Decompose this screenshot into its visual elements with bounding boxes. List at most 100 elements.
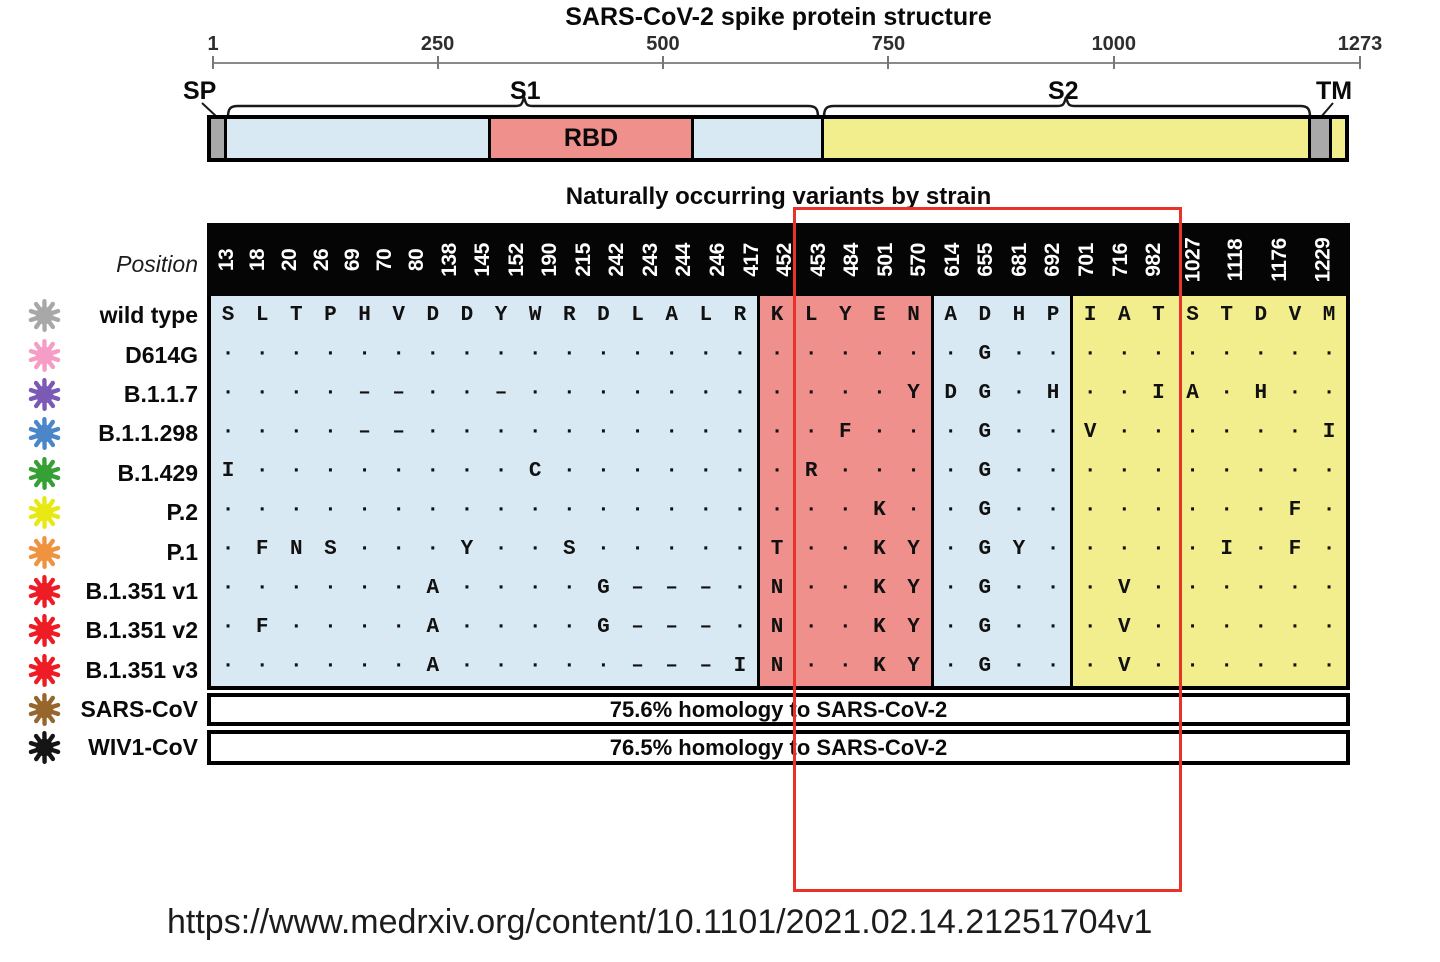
segment-tm (1311, 119, 1329, 158)
sequence-cell: F (828, 413, 863, 452)
sequence-cell: – (688, 608, 723, 647)
sequence-cell: · (828, 452, 863, 491)
sequence-cell: I (1312, 413, 1347, 452)
legend-row-b-1-351-v2: B.1.351 v2 (0, 611, 200, 650)
mutation-matrix: S L T P H V D D Y W R D L A L R K L Y E N A D H P I A T S T D V M · · · · · · ·… (207, 296, 1350, 690)
sequence-cell: · (245, 452, 280, 491)
sequence-cell: · (620, 374, 655, 413)
sequence-cell: · (1209, 569, 1244, 608)
position-header-cell: 20 (274, 223, 306, 296)
sequence-cell: · (586, 647, 621, 686)
sequence-cell: K (862, 491, 897, 530)
position-header-cell: 1118 (1215, 223, 1257, 296)
sequence-cell: · (518, 413, 553, 452)
sequence-cell: · (586, 491, 621, 530)
sequence-cell: K (862, 647, 897, 686)
sequence-cell: · (930, 608, 968, 647)
sequence-cell: · (1277, 374, 1312, 413)
sequence-cell: D (449, 296, 484, 335)
sequence-cell: · (828, 491, 863, 530)
sequence-cell: · (1243, 335, 1278, 374)
strain-label: SARS-CoV (80, 696, 198, 722)
ruler-tick (212, 56, 214, 69)
sequence-cell: · (930, 569, 968, 608)
spike-protein-bar: RBD (207, 115, 1349, 162)
sequence-cell: I (722, 647, 757, 686)
sequence-cell: · (1001, 413, 1036, 452)
sequence-cell: P (1036, 296, 1071, 335)
sequence-cell: · (211, 608, 246, 647)
wiv1-cov-homology-row: 76.5% homology to SARS-CoV-2 (207, 730, 1350, 765)
sequence-cell: G (967, 452, 1002, 491)
position-header-cell: 243 (634, 223, 668, 296)
sequence-cell: · (722, 452, 757, 491)
sequence-cell: · (245, 374, 280, 413)
sequence-cell: Y (896, 374, 931, 413)
sequence-cell: · (381, 452, 416, 491)
sequence-cell: L (245, 296, 280, 335)
sequence-cell: Y (1001, 530, 1036, 569)
sequence-cell: · (1036, 569, 1071, 608)
segment-s1-c-terminal (694, 119, 821, 158)
legend-row-b-1-1-7: B.1.1.7 (0, 375, 200, 414)
highlight-rectangle (793, 207, 1182, 892)
legend-row-sars-cov: SARS-CoV (0, 693, 200, 726)
sequence-cell: · (1277, 608, 1312, 647)
legend-row-d614g: D614G (0, 335, 200, 374)
sequence-cell: · (1243, 647, 1278, 686)
sequence-cell: · (1070, 374, 1108, 413)
sequence-cell: · (552, 647, 587, 686)
strain-icon-wrap (26, 376, 62, 412)
sequence-cell: · (484, 530, 519, 569)
ruler-tick-label: 1273 (1337, 33, 1383, 55)
strain-icon-wrap (26, 495, 62, 531)
sequence-cell: C (518, 452, 553, 491)
sequence-cell: D (967, 296, 1002, 335)
sequence-cell: · (828, 335, 863, 374)
sequence-cell: · (1243, 452, 1278, 491)
sequence-cell: · (828, 647, 863, 686)
sequence-cell: A (415, 647, 450, 686)
sequence-cell: – (347, 413, 382, 452)
virus-icon (28, 417, 60, 451)
sequence-cell: · (1070, 608, 1108, 647)
matrix-row-b-1-351-v2: · F · · · · A · · · · G – – – · N · · K Y · G · · · V · · · · · · (211, 608, 1347, 647)
position-number: 70 (373, 248, 397, 271)
position-header-cell: 69 (338, 223, 370, 296)
position-number: 1027 (1180, 237, 1204, 282)
sequence-cell: · (552, 413, 587, 452)
sequence-cell: I (1141, 374, 1176, 413)
sequence-cell: · (552, 452, 587, 491)
variants-title: Naturally occurring variants by strain (565, 183, 992, 210)
sequence-cell: I (211, 452, 246, 491)
sequence-cell: – (484, 374, 519, 413)
sequence-cell: · (279, 413, 314, 452)
sequence-cell: · (484, 413, 519, 452)
sequence-cell: · (449, 335, 484, 374)
ruler-tick-label: 500 (646, 33, 680, 55)
sequence-cell: · (654, 530, 689, 569)
position-number: 242 (605, 242, 629, 277)
sequence-cell: · (654, 413, 689, 452)
sequence-cell: · (552, 569, 587, 608)
sequence-cell: G (967, 491, 1002, 530)
sequence-cell: · (381, 530, 416, 569)
source-url: https://www.medrxiv.org/content/10.1101/… (167, 903, 1153, 941)
position-header-cell: 13 (211, 223, 243, 296)
matrix-row-p-1: · F N S · · · Y · · S · · · · · T · · K Y · G Y · · · · · I · F · (211, 530, 1347, 569)
sequence-cell: · (449, 452, 484, 491)
sequence-cell: E (862, 296, 897, 335)
sequence-cell: T (1209, 296, 1244, 335)
sequence-cell: · (1001, 569, 1036, 608)
sequence-cell: · (930, 335, 968, 374)
sequence-cell: · (1001, 608, 1036, 647)
sequence-cell: · (1141, 647, 1176, 686)
sequence-cell: G (967, 413, 1002, 452)
sequence-cell: · (211, 335, 246, 374)
virus-icon (28, 575, 60, 608)
sequence-cell: F (1277, 530, 1312, 569)
sequence-cell: · (1107, 530, 1142, 569)
sequence-cell: · (722, 530, 757, 569)
sequence-cell: G (967, 608, 1002, 647)
